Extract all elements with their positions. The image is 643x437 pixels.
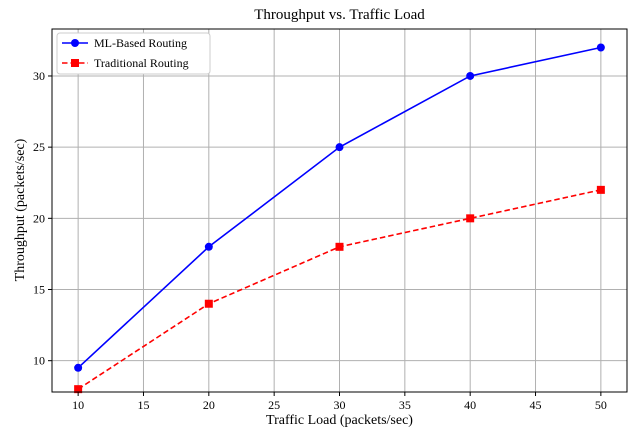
x-tick-label: 30 bbox=[334, 398, 346, 412]
traditional-routing-point bbox=[335, 242, 344, 251]
legend-ml-based-routing-label: ML-Based Routing bbox=[94, 36, 187, 50]
ml-based-routing-point bbox=[596, 43, 605, 52]
x-tick-label: 35 bbox=[399, 398, 411, 412]
x-tick-label: 15 bbox=[137, 398, 149, 412]
traditional-routing-point bbox=[74, 385, 83, 394]
ml-based-routing-point bbox=[74, 363, 83, 372]
legend: ML-Based Routing Traditional Routing bbox=[56, 32, 211, 75]
x-tick-label: 20 bbox=[203, 398, 215, 412]
y-tick-label: 15 bbox=[33, 283, 45, 297]
ml-based-routing-point bbox=[204, 242, 213, 251]
y-axis: 10 15 20 25 30 bbox=[33, 69, 52, 368]
ml-based-routing-point bbox=[466, 71, 475, 80]
traditional-routing-point bbox=[596, 185, 605, 194]
legend-box bbox=[56, 32, 211, 75]
y-tick-label: 20 bbox=[33, 211, 45, 225]
traditional-routing-point bbox=[466, 214, 475, 223]
x-tick-label: 40 bbox=[464, 398, 476, 412]
x-tick-label: 10 bbox=[72, 398, 84, 412]
legend-traditional-routing-label: Traditional Routing bbox=[94, 56, 189, 70]
ml-based-routing-point bbox=[335, 143, 344, 152]
legend-traditional-routing-marker bbox=[71, 59, 79, 67]
x-tick-label: 45 bbox=[530, 398, 542, 412]
y-tick-label: 30 bbox=[33, 69, 45, 83]
y-tick-label: 25 bbox=[33, 140, 45, 154]
legend-ml-based-routing-marker bbox=[71, 39, 79, 47]
x-tick-label: 25 bbox=[268, 398, 280, 412]
series-layer bbox=[74, 43, 605, 394]
y-axis-label: Throughput (packets/sec) bbox=[13, 138, 28, 281]
y-tick-label: 10 bbox=[33, 354, 45, 368]
traditional-routing-point bbox=[204, 299, 213, 308]
x-tick-label: 50 bbox=[595, 398, 607, 412]
x-axis: 10 15 20 25 30 35 40 45 50 bbox=[72, 392, 607, 412]
chart-title: Throughput vs. Traffic Load bbox=[254, 7, 425, 23]
grid bbox=[52, 29, 627, 392]
x-axis-label: Traffic Load (packets/sec) bbox=[266, 413, 413, 428]
